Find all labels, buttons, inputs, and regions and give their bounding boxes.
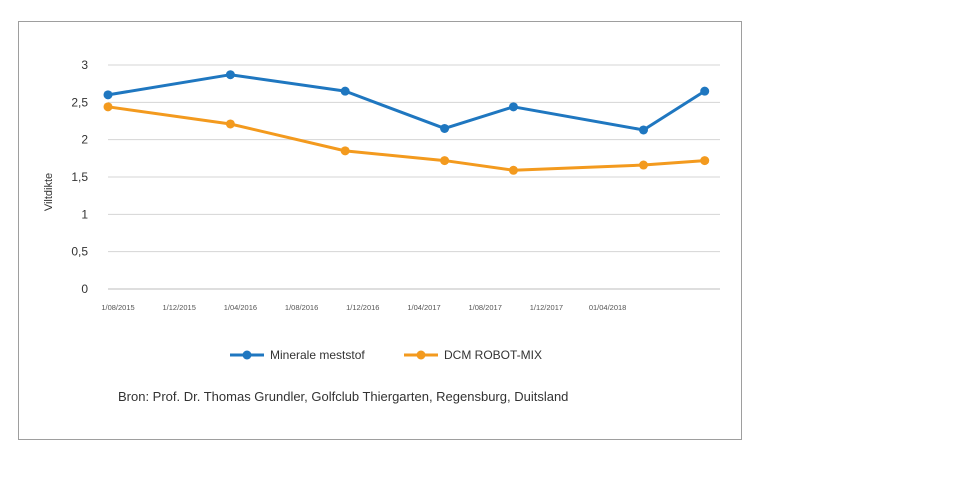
y-tick-label: 1 bbox=[81, 207, 88, 221]
data-point bbox=[225, 70, 235, 80]
data-point bbox=[440, 123, 450, 133]
data-point bbox=[700, 86, 710, 96]
x-tick-label: 01/04/2018 bbox=[589, 303, 627, 312]
data-point bbox=[340, 146, 350, 156]
legend-label: DCM ROBOT-MIX bbox=[444, 348, 542, 362]
series-line bbox=[106, 105, 707, 172]
data-point bbox=[103, 102, 113, 112]
x-tick-label: 1/08/2016 bbox=[285, 303, 318, 312]
x-tick-label: 1/04/2016 bbox=[224, 303, 257, 312]
y-tick-label: 3 bbox=[81, 58, 88, 72]
data-point bbox=[440, 156, 450, 166]
legend-swatch-marker bbox=[416, 350, 426, 360]
y-tick-label: 0 bbox=[81, 282, 88, 296]
source-note: Bron: Prof. Dr. Thomas Grundler, Golfclu… bbox=[118, 389, 569, 404]
legend: Minerale meststof DCM ROBOT-MIX bbox=[230, 348, 542, 362]
legend-label: Minerale meststof bbox=[270, 348, 365, 362]
x-tick-label: 1/08/2017 bbox=[469, 303, 502, 312]
y-tick-label: 2 bbox=[81, 133, 88, 147]
data-point bbox=[700, 156, 710, 166]
data-point bbox=[639, 125, 648, 135]
x-tick-label: 1/12/2015 bbox=[163, 303, 196, 312]
data-point bbox=[103, 90, 113, 100]
grid-lines bbox=[108, 64, 720, 290]
data-point bbox=[225, 119, 235, 129]
x-tick-label: 1/08/2015 bbox=[101, 303, 134, 312]
data-point bbox=[340, 86, 350, 96]
y-axis-label: Viltdikte bbox=[43, 173, 55, 211]
data-point bbox=[508, 165, 518, 175]
y-tick-label: 2,5 bbox=[71, 95, 88, 109]
y-tick-labels: 0 0,5 1 1,5 2 2,5 3 bbox=[71, 58, 88, 296]
x-tick-labels: 1/08/2015 1/12/2015 1/04/2016 1/08/2016 1/12… bbox=[101, 303, 626, 312]
legend-swatch-marker bbox=[242, 350, 252, 360]
y-tick-label: 1,5 bbox=[71, 170, 88, 184]
x-tick-label: 1/12/2017 bbox=[530, 303, 563, 312]
x-tick-label: 1/04/2017 bbox=[407, 303, 440, 312]
series-group bbox=[103, 70, 710, 175]
data-point bbox=[639, 160, 648, 170]
data-point bbox=[508, 102, 518, 112]
x-tick-label: 1/12/2016 bbox=[346, 303, 379, 312]
y-tick-label: 0,5 bbox=[71, 245, 88, 259]
